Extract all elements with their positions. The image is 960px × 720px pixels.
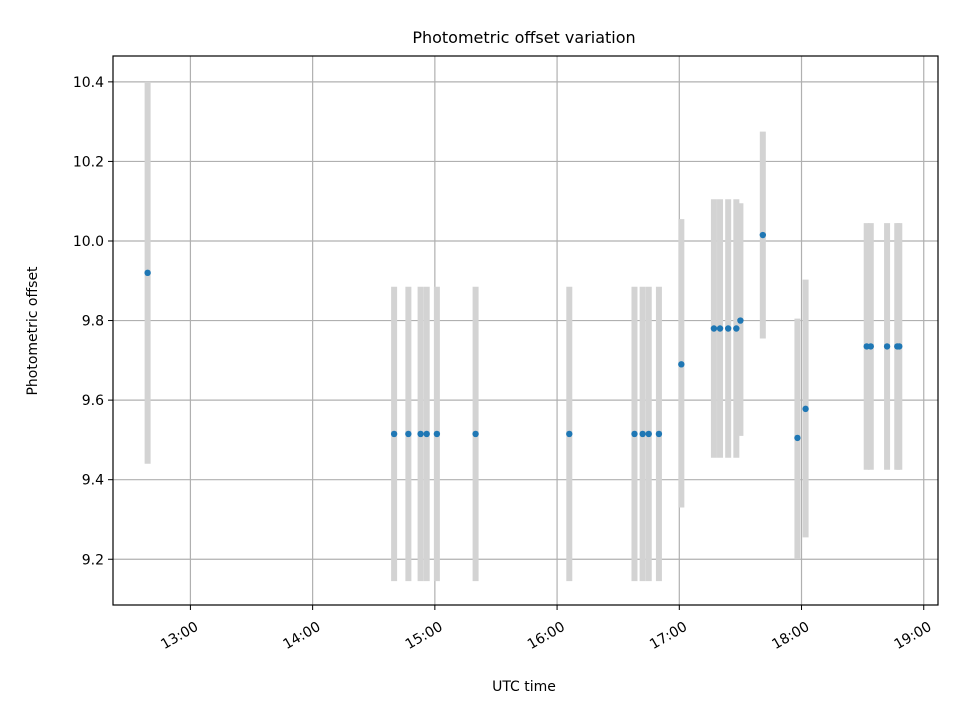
y-tick-label: 10.0 xyxy=(73,234,104,250)
data-point xyxy=(737,317,744,324)
error-bars xyxy=(144,81,903,582)
data-point xyxy=(883,343,891,350)
y-tick-label: 9.4 xyxy=(82,473,104,489)
x-tick-label: 18:00 xyxy=(769,619,812,653)
grid-lines xyxy=(113,56,938,605)
data-point xyxy=(655,430,663,438)
data-point xyxy=(710,325,718,332)
y-axis-ticks: 9.2 9.4 9.6 9.8 10.0 10.2 10.4 xyxy=(73,75,113,568)
data-point xyxy=(867,343,874,350)
y-axis-label: Photometric offset xyxy=(25,266,41,396)
x-tick-label: 16:00 xyxy=(525,619,568,653)
data-point xyxy=(144,269,151,277)
data-point xyxy=(566,430,573,438)
data-point xyxy=(472,430,479,438)
data-point xyxy=(794,434,801,442)
x-axis-label: UTC time xyxy=(492,679,556,695)
x-tick-label: 15:00 xyxy=(403,619,446,653)
x-tick-label: 14:00 xyxy=(280,619,323,653)
y-tick-label: 10.2 xyxy=(73,154,104,170)
data-point xyxy=(631,430,638,438)
x-tick-label: 17:00 xyxy=(647,619,690,653)
data-point xyxy=(678,361,685,368)
data-points xyxy=(144,231,903,442)
data-point xyxy=(896,343,903,350)
data-point xyxy=(759,231,767,239)
data-point xyxy=(724,325,732,332)
data-point xyxy=(645,430,652,438)
x-tick-label: 13:00 xyxy=(158,619,201,653)
y-tick-label: 10.4 xyxy=(73,75,104,91)
y-tick-label: 9.2 xyxy=(82,552,104,568)
data-point xyxy=(417,430,424,438)
data-point xyxy=(390,430,398,438)
y-tick-label: 9.8 xyxy=(82,314,104,330)
chart-title: Photometric offset variation xyxy=(412,28,635,47)
data-point xyxy=(405,430,412,438)
data-point xyxy=(433,430,441,438)
plot-frame xyxy=(112,55,939,606)
data-point xyxy=(802,405,809,413)
x-tick-label: 19:00 xyxy=(892,619,935,653)
y-tick-label: 9.6 xyxy=(82,393,104,409)
data-point xyxy=(639,430,646,438)
x-axis-ticks: 13:00 14:00 15:00 16:00 17:00 18:00 19:00 xyxy=(158,605,935,653)
data-point xyxy=(716,325,724,332)
data-point xyxy=(733,325,740,332)
data-point xyxy=(423,430,430,438)
